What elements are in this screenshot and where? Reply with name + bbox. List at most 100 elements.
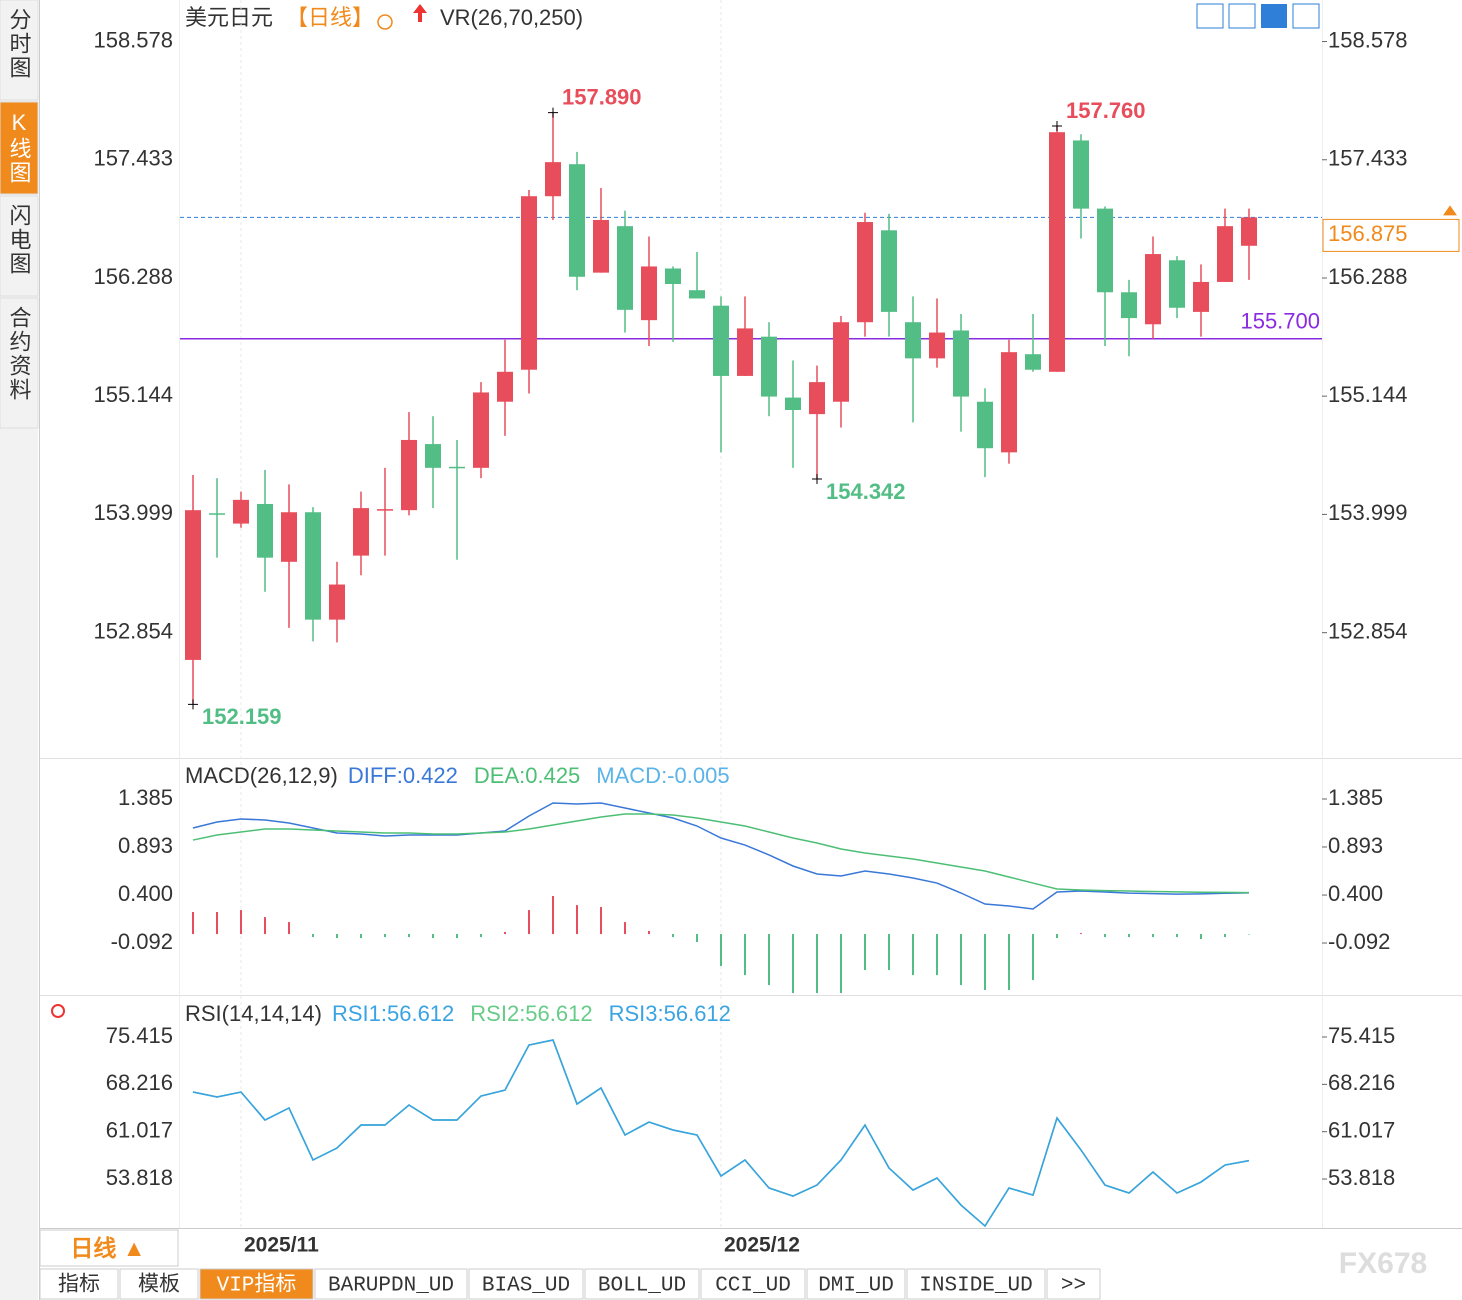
tab-label[interactable]: CCI_UD [715,1275,791,1298]
tab-label[interactable]: 指标 [58,1273,100,1298]
sidebar-tab[interactable] [0,297,39,429]
tab[interactable] [806,1268,906,1300]
y-tick-label: 153.999 [93,500,173,525]
candle-body [521,196,537,370]
extreme-marker [1052,120,1062,131]
y-tick-label: 0.893 [1328,833,1383,858]
tool-button[interactable] [1196,3,1224,29]
last-price-arrow [1443,205,1457,216]
tab-label[interactable]: BARUPDN_UD [328,1275,454,1298]
extreme-marker [812,473,822,484]
title: RSI(14,14,14) [185,1001,322,1026]
sidebar-tab-label[interactable]: 分时图 [7,8,32,80]
candle-body [257,503,273,558]
y-tick-label: 1.385 [1328,785,1383,810]
candle-body [857,222,873,323]
sidebar-tab-label[interactable]: 合约资料 [7,306,32,402]
legend-entry: MACD:-0.005 [596,763,729,788]
sidebar-tab-label[interactable]: K线图 [7,110,32,185]
tool-button[interactable] [1261,4,1287,28]
sidebar-tab-label[interactable]: 闪电图 [7,204,32,276]
candle-body [1217,226,1233,282]
y-tick-label: 156.288 [93,264,173,289]
tool-button[interactable] [1292,3,1320,29]
tab[interactable] [700,1268,806,1300]
tab[interactable] [906,1268,1046,1300]
last-price-label: 156.875 [1328,221,1408,246]
y-tick-label: 153.999 [1328,500,1408,525]
tab-label[interactable]: >> [1061,1275,1086,1298]
extreme-label: 157.890 [562,84,642,109]
title: MACD(26,12,9) [185,763,338,788]
candle-body [833,322,849,402]
y-tick-label: 157.433 [1328,146,1408,171]
extreme-marker [548,107,558,118]
series-line [192,1039,1250,1228]
tab[interactable] [1046,1268,1101,1300]
tab[interactable] [199,1268,314,1300]
candle-body [689,290,705,299]
candle-body [1169,260,1185,308]
tab-label[interactable]: BIAS_UD [482,1275,570,1298]
candle-body [905,322,921,359]
indicator: VR(26,70,250) [440,5,583,30]
y-tick-label: 68.216 [106,1070,173,1095]
zoom-icon[interactable] [377,14,393,30]
period-button[interactable]: 日线 ▲ [70,1235,145,1261]
sidebar-tab[interactable] [0,0,39,101]
candle-body [1193,281,1209,312]
candle-body [617,226,633,310]
y-tick-label: 75.415 [1328,1023,1395,1048]
y-tick-label: 158.578 [93,27,173,52]
settings-icon[interactable] [51,1004,65,1018]
candle-body [809,382,825,415]
candle-body [449,466,465,469]
y-tick-label: 75.415 [106,1023,173,1048]
tab[interactable] [119,1268,199,1300]
tab-label[interactable]: 模板 [138,1273,180,1298]
sidebar-tab[interactable] [0,195,39,297]
tab[interactable] [314,1268,468,1300]
candle-body [1049,132,1065,372]
y-tick-label: 152.854 [1328,618,1408,643]
series-line [192,1039,1250,1228]
y-tick-label: -0.092 [111,929,173,954]
tab-label[interactable]: VIP指标 [217,1273,297,1298]
candle-body [953,330,969,397]
tab-label[interactable]: INSIDE_UD [919,1275,1032,1298]
candle-body [353,508,369,556]
tab[interactable] [584,1268,700,1300]
watermark: FX678 [1339,1247,1427,1280]
sidebar-tab[interactable] [0,101,39,195]
tab-label[interactable]: BOLL_UD [598,1275,686,1298]
candle-body [1073,140,1089,209]
period: 【日线】 [286,5,374,30]
candle-body [377,509,393,511]
candle-body [1001,352,1017,453]
candle-body [1097,208,1113,293]
y-tick-label: 1.385 [118,785,173,810]
candle-body [1145,254,1161,325]
sidebar [0,0,38,1300]
candle-body [545,162,561,197]
period-box[interactable] [39,1229,179,1267]
candle-body [473,392,489,468]
tab[interactable] [39,1268,119,1300]
tool-button[interactable] [1228,3,1256,29]
candle-body [1121,292,1137,319]
x-tick-label: 2025/11 [244,1234,319,1257]
y-tick-label: 53.818 [106,1165,173,1190]
y-tick-label: 156.288 [1328,264,1408,289]
tab-label[interactable]: DMI_UD [818,1275,894,1298]
legend-entry: DIFF:0.422 [348,763,458,788]
y-tick-label: 0.400 [118,881,173,906]
arrow-icon [413,4,427,22]
series-line [192,1039,1250,1228]
y-tick-label: 68.216 [1328,1070,1395,1095]
candle-body [329,584,345,620]
candle-body [737,328,753,376]
y-tick-label: 0.893 [118,833,173,858]
tab[interactable] [468,1268,584,1300]
candle-body [305,512,321,620]
